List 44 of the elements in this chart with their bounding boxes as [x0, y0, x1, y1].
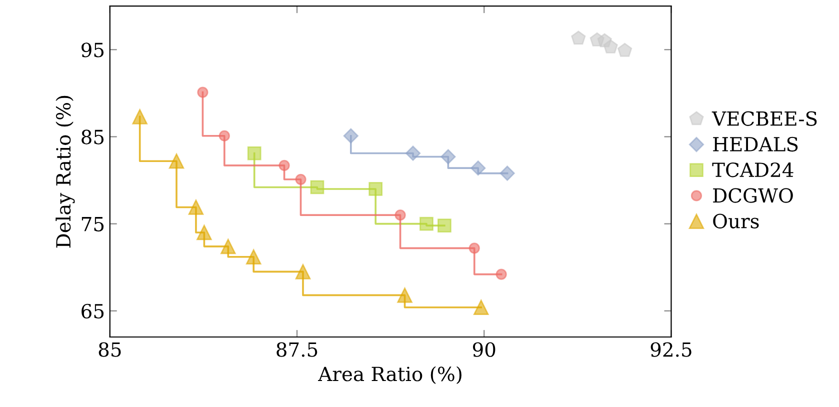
legend-label: DCGWO: [713, 188, 793, 203]
point: [603, 39, 618, 54]
point: [197, 86, 208, 98]
x-tick-label: 87.5: [276, 342, 318, 357]
point: [246, 249, 262, 265]
point: [500, 166, 515, 181]
point: [397, 288, 412, 303]
point: [218, 130, 230, 142]
x-tick-label: 85: [98, 342, 121, 357]
y-tick-label: 95: [82, 42, 104, 58]
point: [310, 180, 324, 194]
y-tick-label: 65: [82, 304, 104, 319]
x-tick-label: 92.5: [650, 342, 692, 357]
point: [132, 109, 148, 124]
point: [420, 216, 434, 231]
point: [368, 182, 383, 196]
y-tick-label: 75: [82, 217, 104, 232]
legend-label: VECBEE-S: [712, 111, 817, 126]
point: [343, 128, 358, 144]
x-tick-label: 90: [472, 342, 496, 357]
point: [168, 153, 184, 169]
legend-label: Ours: [713, 214, 759, 228]
point: [468, 242, 480, 254]
point: [440, 149, 456, 164]
point: [295, 174, 306, 185]
point: [618, 42, 632, 57]
legend-label: TCAD24: [712, 162, 794, 178]
point: [394, 210, 406, 221]
point: [247, 146, 262, 160]
point: [496, 268, 507, 280]
point: [278, 160, 290, 172]
point: [473, 300, 489, 316]
point: [405, 146, 421, 161]
point: [196, 224, 212, 240]
point: [437, 218, 452, 232]
x-axis-title: Area Ratio (%): [318, 366, 462, 384]
y-tick-label: 85: [82, 130, 104, 144]
y-axis-title: Delay Ratio (%): [56, 96, 75, 248]
point: [571, 30, 586, 45]
legend-label: HEDALS: [713, 136, 798, 152]
point: [470, 160, 486, 176]
point: [188, 200, 204, 215]
point: [295, 264, 311, 280]
point: [220, 238, 236, 254]
